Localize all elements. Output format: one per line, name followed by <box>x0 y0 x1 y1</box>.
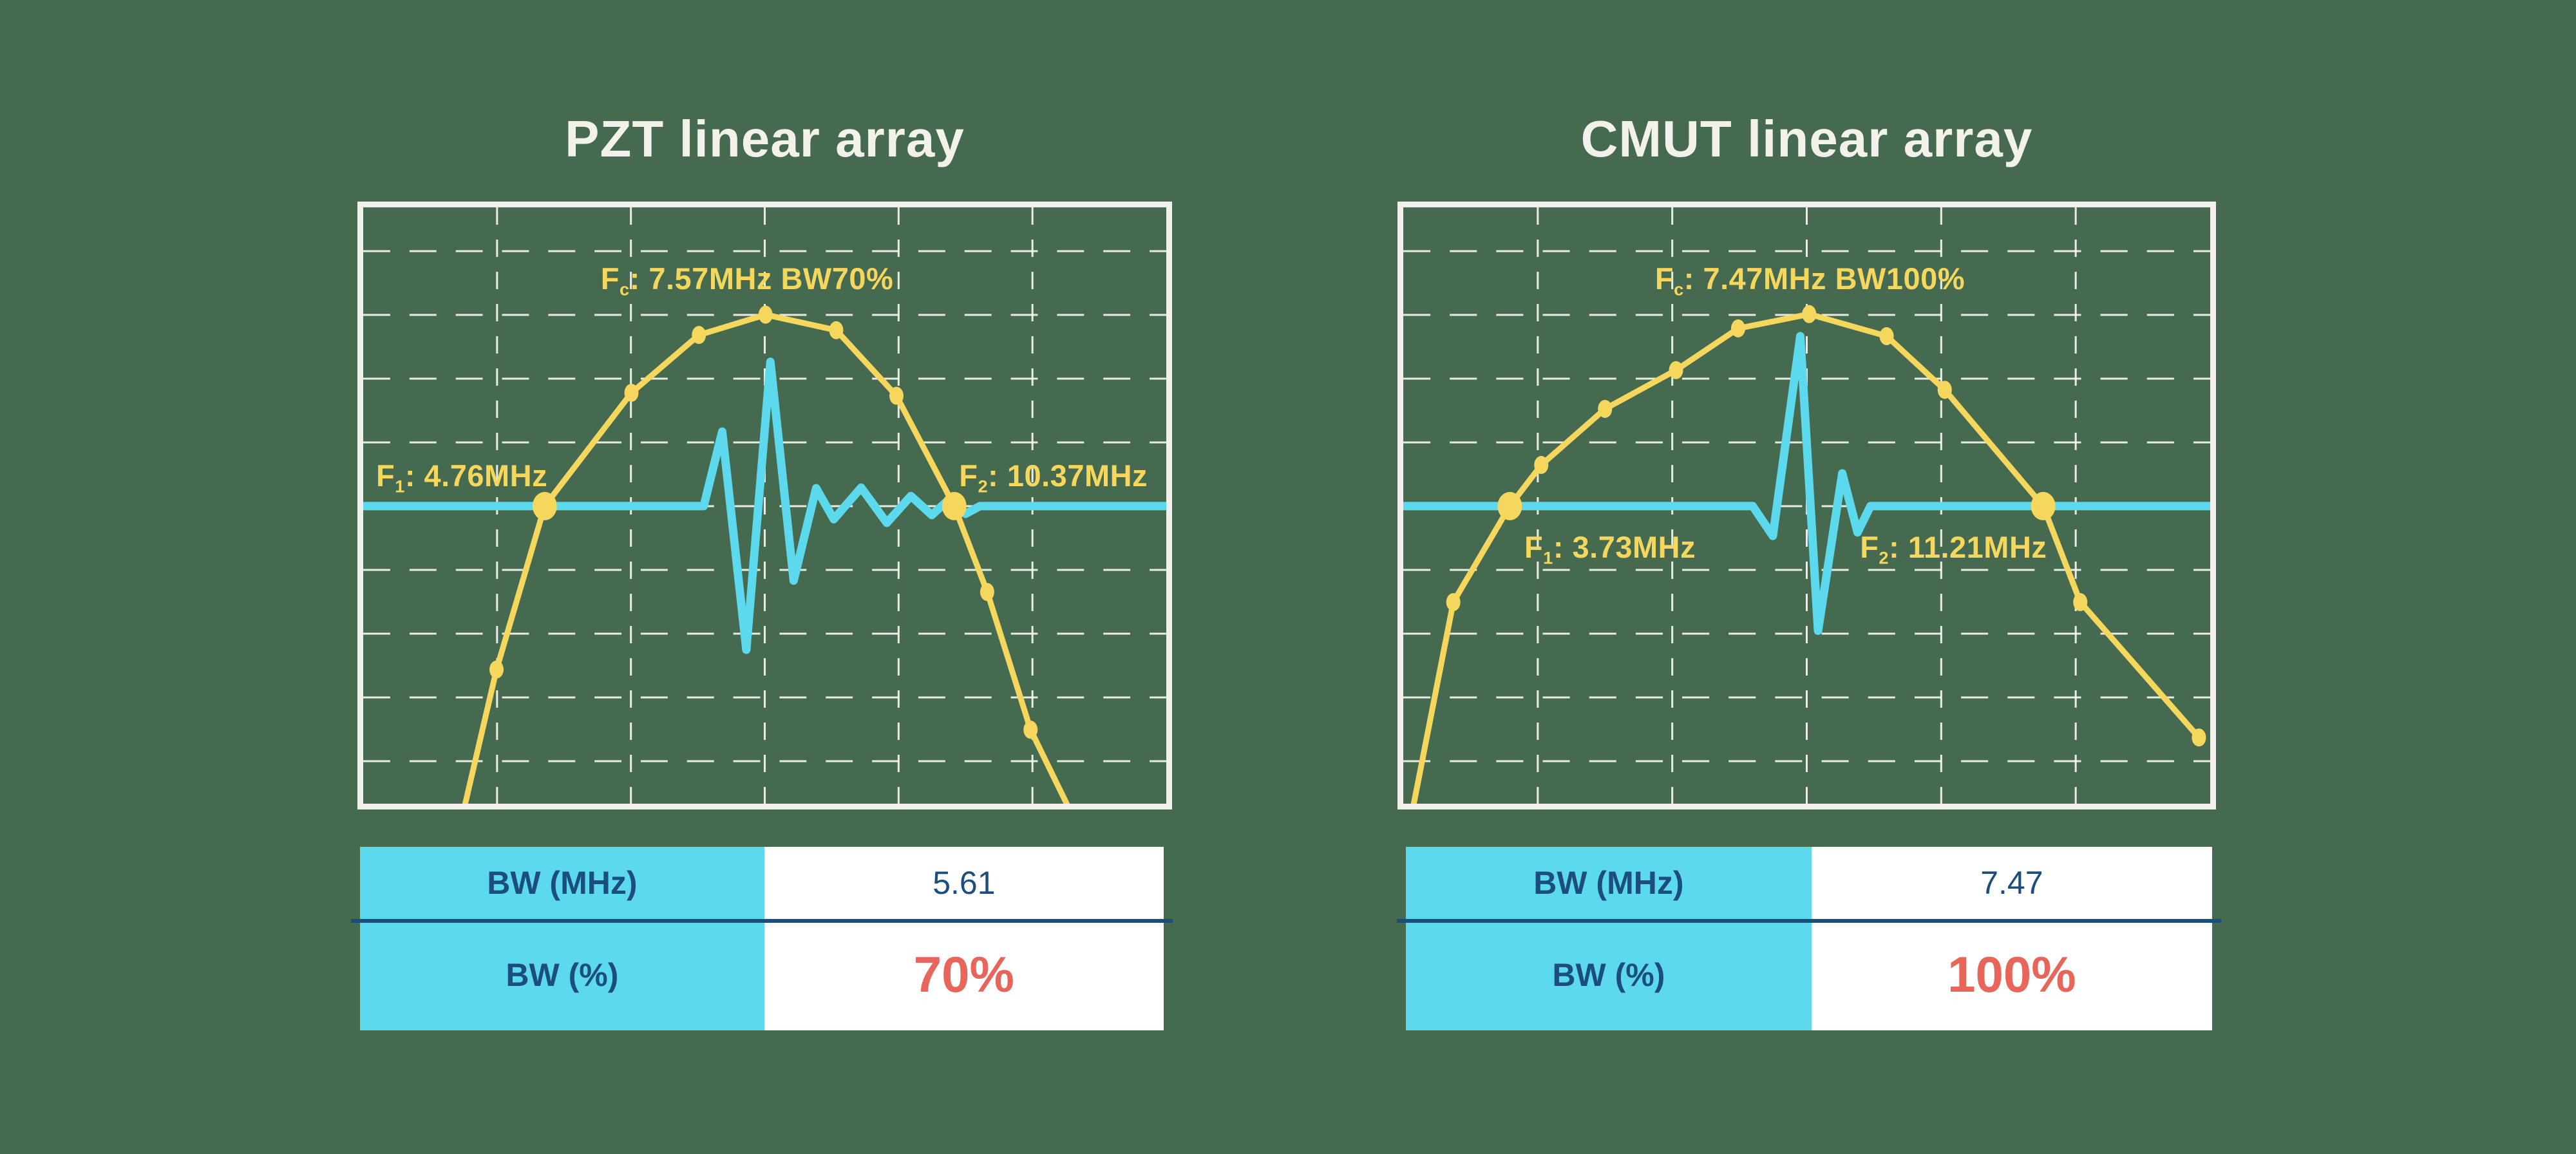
pzt-chart-canvas <box>363 207 1166 804</box>
pzt-bw-pct-value-cell: 70% <box>764 919 1164 1030</box>
pzt-f2-annotation: F2: 10.37MHz <box>959 458 1148 497</box>
plot-frame-cmut: Fc: 7.47MHz BW100% F1: 3.73MHz F2: 11.21… <box>1397 202 2216 809</box>
cmut-bandwidth-table: BW (MHz) 7.47 BW (%) 100% <box>1406 847 2212 1030</box>
cmut-bw-pct-value-cell: 100% <box>1811 919 2212 1030</box>
cmut-table-divider-line <box>1397 919 2221 923</box>
cmut-bw-mhz-label-cell: BW (MHz) <box>1406 847 1812 919</box>
cmut-f1-annotation: F1: 3.73MHz <box>1524 529 1696 568</box>
cmut-bw-mhz-value-cell: 7.47 <box>1811 847 2212 919</box>
cmut-center-frequency-annotation: Fc: 7.47MHz BW100% <box>1654 261 1965 299</box>
pzt-bw-mhz-value-cell: 5.61 <box>764 847 1164 919</box>
plot-area-cmut: Fc: 7.47MHz BW100% F1: 3.73MHz F2: 11.21… <box>1403 207 2210 804</box>
cmut-f2-annotation: F2: 11.21MHz <box>1860 529 2047 568</box>
chart-title-cmut: CMUT linear array <box>1580 110 2033 167</box>
cmut-bw-pct-label-cell: BW (%) <box>1406 919 1812 1030</box>
pzt-bw-mhz-label-cell: BW (MHz) <box>360 847 764 919</box>
plot-area-pzt: Fc: 7.57MHz BW70% F1: 4.76MHz F2: 10.37M… <box>363 207 1166 804</box>
plot-frame-pzt: Fc: 7.57MHz BW70% F1: 4.76MHz F2: 10.37M… <box>357 202 1172 809</box>
pzt-bw-pct-label-cell: BW (%) <box>360 919 764 1030</box>
chart-title-pzt: PZT linear array <box>565 110 965 167</box>
pzt-bandwidth-table: BW (MHz) 5.61 BW (%) 70% <box>360 847 1164 1030</box>
pzt-f1-annotation: F1: 4.76MHz <box>375 458 548 497</box>
cmut-chart-canvas <box>1403 207 2210 804</box>
pzt-table-divider-line <box>351 919 1173 923</box>
pzt-center-frequency-annotation: Fc: 7.57MHz BW70% <box>600 261 894 299</box>
